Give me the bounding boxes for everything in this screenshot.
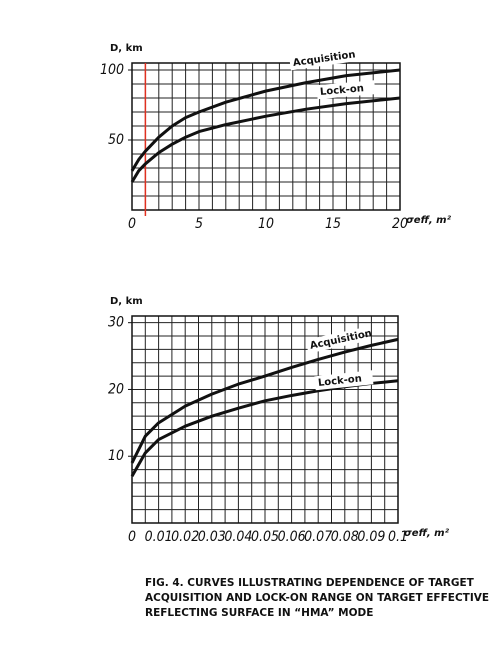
x-tick-label: 0.09 — [357, 529, 385, 545]
curve — [130, 68, 401, 172]
y-tick-label: 50 — [108, 132, 124, 148]
x-tick-label: 0.08 — [331, 529, 359, 545]
x-tick-label: 5 — [195, 216, 203, 232]
x-tick-label: 20 — [392, 216, 408, 232]
y-axis-label: D, km — [110, 296, 143, 307]
caption-line: ACQUISITION AND LOCK-ON RANGE ON TARGET … — [145, 592, 489, 604]
y-tick-label: 30 — [108, 315, 124, 331]
y-tick-label: 10 — [108, 448, 124, 464]
label-bg — [305, 327, 366, 354]
x-axis-label: σeff, m² — [406, 215, 452, 226]
x-tick-label: 0.01 — [145, 529, 173, 545]
y-tick-label: 20 — [108, 381, 124, 397]
x-tick-label: 10 — [258, 216, 274, 232]
x-tick-label: 0 — [128, 216, 136, 232]
x-tick-label: 0.02 — [171, 529, 199, 545]
x-tick-label: 0.1 — [388, 529, 408, 545]
plot-frame — [131, 315, 399, 524]
x-axis-label: σeff, m² — [404, 528, 450, 539]
x-tick-label: 0.03 — [198, 529, 226, 545]
caption-line: REFLECTING SURFACE IN “HMA” MODE — [145, 607, 373, 619]
series-label: Lock-on — [320, 83, 365, 98]
label-bg — [289, 48, 349, 71]
x-tick-label: 0.07 — [304, 529, 332, 545]
x-tick-label: 0.04 — [224, 529, 252, 545]
x-tick-label: 0.05 — [251, 529, 279, 545]
label-bg — [316, 80, 376, 100]
x-tick-label: 0.06 — [278, 529, 306, 545]
x-tick-label: 0 — [128, 529, 136, 545]
caption-line: FIG. 4. CURVES ILLUSTRATING DEPENDENCE O… — [145, 577, 475, 589]
series-label: Lock-on — [317, 373, 362, 389]
plot-frame — [131, 62, 401, 211]
y-axis-label: D, km — [110, 43, 143, 54]
y-tick-label: 100 — [100, 62, 124, 78]
curve — [130, 96, 401, 183]
label-bg — [314, 370, 374, 391]
curve — [130, 337, 399, 464]
x-tick-label: 15 — [325, 216, 341, 232]
